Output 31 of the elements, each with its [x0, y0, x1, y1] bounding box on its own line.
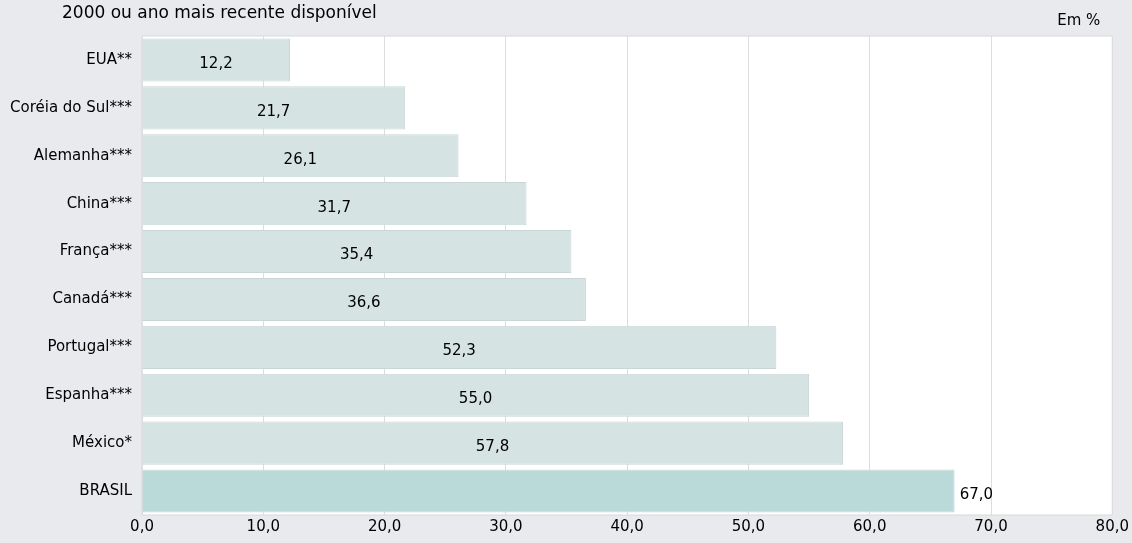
data-label: 35,4: [339, 245, 374, 264]
x-tick-label: 40,0: [610, 516, 644, 535]
data-label: 55,0: [458, 389, 493, 408]
x-tick-label: 60,0: [853, 516, 887, 535]
data-label: 52,3: [442, 341, 476, 360]
data-label: 67,0: [959, 484, 994, 503]
y-tick-label: China***: [66, 193, 133, 212]
text: Em %: [1057, 11, 1101, 29]
chart-subtitle: 2000 ou ano mais recente disponível: [62, 2, 377, 22]
y-tick-label: Canadá***: [52, 289, 133, 308]
x-tick-label: 0,0: [130, 516, 154, 535]
x-tick-label: 30,0: [489, 516, 523, 535]
y-tick-label: Portugal***: [47, 337, 133, 356]
y-tick-label: França***: [59, 241, 133, 260]
data-label: 26,1: [283, 149, 317, 168]
y-tick-label: Alemanha***: [33, 145, 133, 164]
y-tick-label: Espanha***: [45, 385, 133, 404]
x-tick-label: 50,0: [731, 516, 766, 535]
x-tick-label: 10,0: [246, 516, 280, 535]
y-tick-label: EUA**: [86, 49, 133, 68]
y-tick-label: México*: [72, 433, 133, 452]
data-label: 36,6: [347, 293, 381, 312]
x-tick-label: 20,0: [367, 516, 402, 535]
data-label: 31,7: [317, 197, 351, 216]
y-tick-label: Coréia do Sul***: [9, 97, 133, 116]
data-label: 21,7: [256, 101, 291, 120]
x-tick-label: 70,0: [974, 516, 1008, 535]
data-label: 57,8: [475, 437, 510, 456]
y-tick-label: BRASIL: [79, 480, 133, 499]
data-label: 12,2: [199, 53, 233, 72]
x-tick-label: 80,0: [1095, 516, 1129, 535]
